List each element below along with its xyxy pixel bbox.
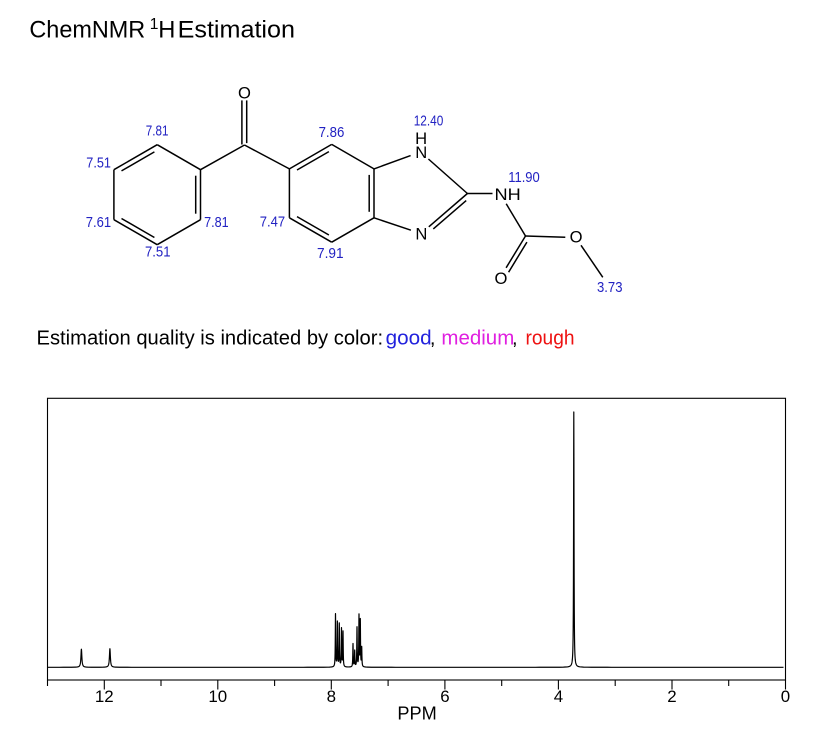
svg-text:,: , [512,327,518,349]
svg-text:8: 8 [327,687,336,706]
svg-text:N: N [415,225,427,244]
svg-text:,: , [430,327,436,349]
svg-text:7.91: 7.91 [317,245,344,262]
svg-text:O: O [495,269,508,288]
svg-text:H: H [415,129,427,148]
svg-text:H: H [158,18,175,44]
svg-text:Estimation quality is indicate: Estimation quality is indicated by color… [37,327,384,349]
svg-text:7.51: 7.51 [86,155,111,172]
svg-text:12: 12 [95,687,114,706]
svg-text:7.47: 7.47 [260,213,285,230]
svg-text:7.51: 7.51 [145,244,171,261]
svg-text:medium: medium [441,327,514,349]
svg-text:good: good [386,327,432,349]
svg-text:7.61: 7.61 [86,214,111,231]
svg-text:11.90: 11.90 [508,169,540,186]
svg-text:NH: NH [495,185,521,204]
svg-text:N: N [415,143,427,162]
svg-text:7.81: 7.81 [146,122,169,139]
svg-text:O: O [570,228,583,247]
svg-text:PPM: PPM [397,703,436,723]
svg-text:12.40: 12.40 [414,113,444,130]
svg-text:1: 1 [150,16,159,33]
svg-text:O: O [238,84,251,103]
svg-text:6: 6 [440,687,449,706]
svg-text:rough: rough [526,327,575,349]
svg-text:Estimation: Estimation [178,18,295,44]
svg-text:3.73: 3.73 [597,279,623,296]
svg-text:2: 2 [667,687,676,706]
svg-text:ChemNMR: ChemNMR [29,18,145,44]
svg-text:7.81: 7.81 [204,214,229,231]
svg-text:10: 10 [208,687,227,706]
svg-text:0: 0 [781,687,790,706]
svg-text:4: 4 [554,687,563,706]
svg-text:7.86: 7.86 [319,124,345,141]
